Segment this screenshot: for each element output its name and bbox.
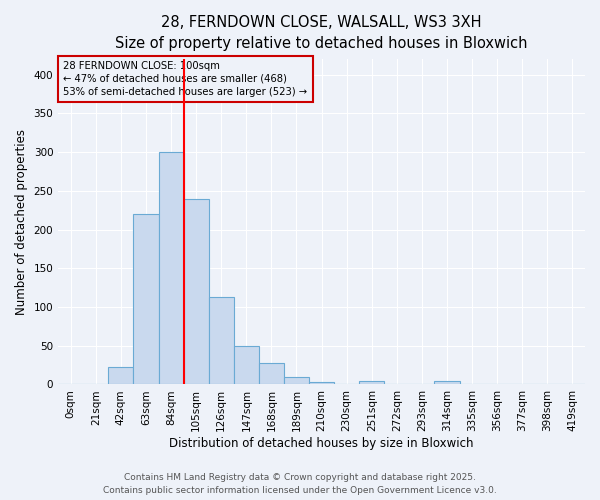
Bar <box>234 346 259 385</box>
Title: 28, FERNDOWN CLOSE, WALSALL, WS3 3XH
Size of property relative to detached house: 28, FERNDOWN CLOSE, WALSALL, WS3 3XH Siz… <box>115 15 528 51</box>
Text: Contains HM Land Registry data © Crown copyright and database right 2025.
Contai: Contains HM Land Registry data © Crown c… <box>103 474 497 495</box>
Bar <box>359 380 385 384</box>
Bar <box>284 376 309 384</box>
Y-axis label: Number of detached properties: Number of detached properties <box>15 129 28 315</box>
Bar <box>309 382 334 384</box>
Bar <box>158 152 184 384</box>
X-axis label: Distribution of detached houses by size in Bloxwich: Distribution of detached houses by size … <box>169 437 474 450</box>
Bar <box>259 363 284 384</box>
Bar <box>133 214 158 384</box>
Bar <box>109 366 133 384</box>
Bar <box>184 198 209 384</box>
Bar <box>209 297 234 384</box>
Text: 28 FERNDOWN CLOSE: 100sqm
← 47% of detached houses are smaller (468)
53% of semi: 28 FERNDOWN CLOSE: 100sqm ← 47% of detac… <box>64 60 308 97</box>
Bar <box>434 382 460 384</box>
